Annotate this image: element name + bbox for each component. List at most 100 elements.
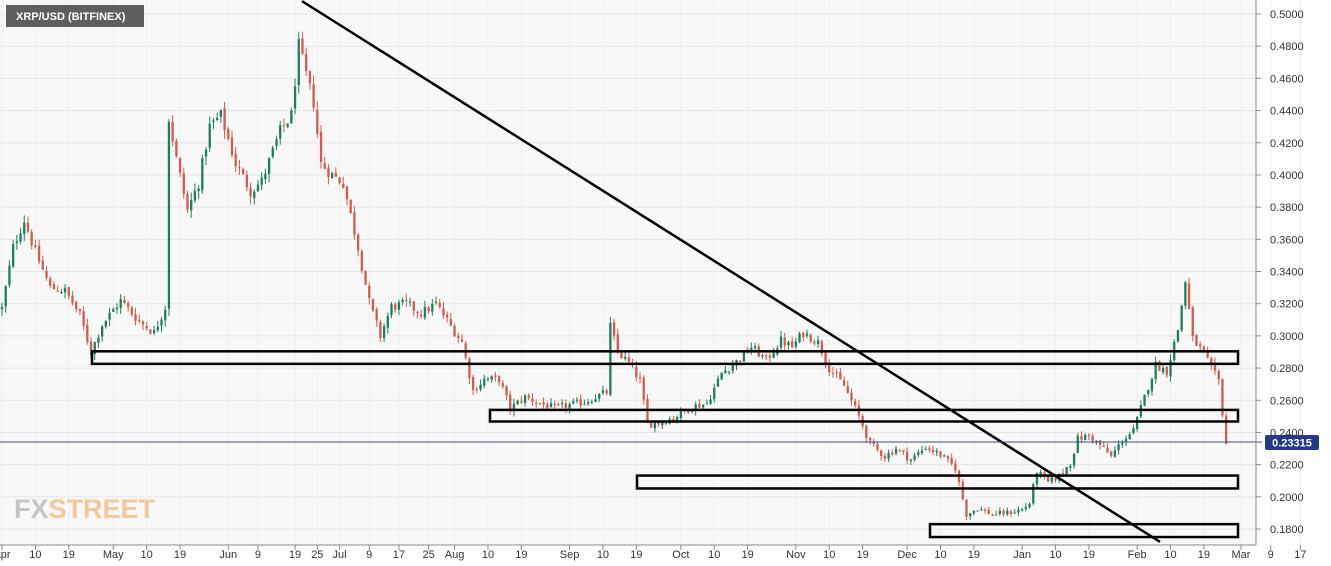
candle-body	[349, 199, 352, 214]
candle-body	[750, 347, 753, 353]
candle-body	[616, 334, 619, 352]
candle-body	[108, 312, 111, 320]
candle-body	[876, 444, 879, 450]
candle-body	[149, 329, 152, 334]
candle-body	[4, 286, 7, 307]
candle-body	[156, 326, 159, 331]
candle-body	[601, 390, 605, 394]
x-tick-label: 10	[141, 549, 153, 561]
x-tick-label: Mar	[1232, 549, 1251, 561]
candle-body	[575, 399, 579, 401]
candle-body	[516, 400, 519, 405]
candle-body	[89, 341, 93, 355]
candle-body	[557, 404, 560, 406]
candle-body	[931, 449, 935, 453]
candle-body	[1009, 511, 1013, 515]
candle-body	[572, 401, 575, 404]
candle-body	[216, 117, 219, 121]
candle-body	[842, 379, 846, 386]
x-tick-label: 10	[1049, 549, 1061, 561]
candle-body	[130, 307, 133, 315]
y-tick-label: 0.4200	[1270, 138, 1304, 150]
candle-body	[1206, 351, 1209, 358]
x-tick-label: 9	[366, 549, 372, 561]
x-tick-label: Oct	[672, 549, 689, 561]
candle-body	[913, 455, 916, 460]
trend-line	[301, 0, 1161, 543]
candle-body	[420, 314, 423, 317]
candle-body	[898, 450, 901, 452]
candle-body	[620, 352, 623, 359]
candle-body	[705, 403, 708, 405]
candle-body	[609, 323, 612, 395]
candle-body	[63, 287, 67, 293]
candle-body	[245, 174, 248, 188]
candle-body	[1024, 506, 1027, 510]
candle-body	[427, 307, 430, 312]
x-tick-label: 19	[1198, 549, 1210, 561]
candle-body	[82, 311, 85, 326]
candle-body	[761, 355, 764, 357]
candle-body	[1113, 450, 1117, 457]
candle-body	[1121, 442, 1124, 445]
candle-body	[101, 326, 104, 337]
candle-body	[1043, 472, 1046, 476]
current-price-badge: 0.23315	[1265, 435, 1319, 450]
candle-body	[687, 409, 690, 413]
candle-body	[1095, 440, 1098, 443]
candle-body	[312, 84, 315, 108]
candle-body	[805, 333, 809, 336]
price-axis: 0.18000.20000.22000.24000.26000.28000.30…	[1256, 9, 1304, 536]
x-tick-label: 19	[1083, 549, 1095, 561]
candle-body	[186, 194, 189, 210]
candle-body	[568, 404, 571, 409]
candle-body	[1039, 472, 1042, 475]
candle-body	[1210, 358, 1213, 364]
candle-body	[523, 395, 527, 403]
candle-body	[286, 123, 289, 127]
candle-body	[145, 325, 148, 329]
candle-body	[1091, 435, 1094, 442]
candle-body	[416, 311, 419, 314]
candle-body	[672, 418, 675, 420]
candle-body	[338, 177, 341, 184]
candle-body	[1199, 344, 1202, 347]
candle-body	[527, 395, 530, 398]
candle-body	[364, 270, 367, 285]
candle-body	[457, 336, 460, 339]
candle-body	[928, 448, 931, 450]
candle-body	[768, 355, 772, 358]
candle-body	[891, 452, 894, 455]
candle-body	[987, 509, 990, 515]
candle-body	[160, 319, 163, 326]
candle-body	[998, 510, 1002, 515]
candle-body	[1135, 417, 1139, 429]
x-tick-label: 17	[1294, 549, 1306, 561]
candle-body	[512, 403, 516, 412]
candle-body	[75, 302, 78, 310]
candle-body	[650, 423, 653, 428]
candle-body	[256, 184, 260, 192]
candle-body	[394, 304, 397, 310]
candle-body	[709, 399, 712, 404]
candle-body	[1106, 447, 1109, 453]
candle-body	[535, 403, 538, 405]
candle-body	[475, 389, 478, 391]
y-tick-label: 0.4000	[1270, 170, 1304, 182]
time-axis: Apr 10 19 May 10 19 Jun 9 19 25 Jul 9 17 25 Aug 10 19 Sep…	[0, 545, 1306, 561]
candle-body	[783, 337, 786, 346]
candle-body	[816, 340, 820, 345]
candle-body	[449, 319, 453, 326]
candle-body	[1128, 434, 1131, 440]
candle-body	[1072, 453, 1076, 466]
candle-body	[1187, 283, 1191, 309]
y-tick-label: 0.3600	[1270, 234, 1304, 246]
candle-body	[765, 355, 768, 357]
candle-body	[865, 425, 868, 438]
candle-body	[1217, 370, 1220, 380]
candle-body	[297, 39, 300, 86]
candle-body	[694, 404, 697, 412]
candle-body	[212, 120, 215, 123]
candle-body	[579, 399, 582, 406]
